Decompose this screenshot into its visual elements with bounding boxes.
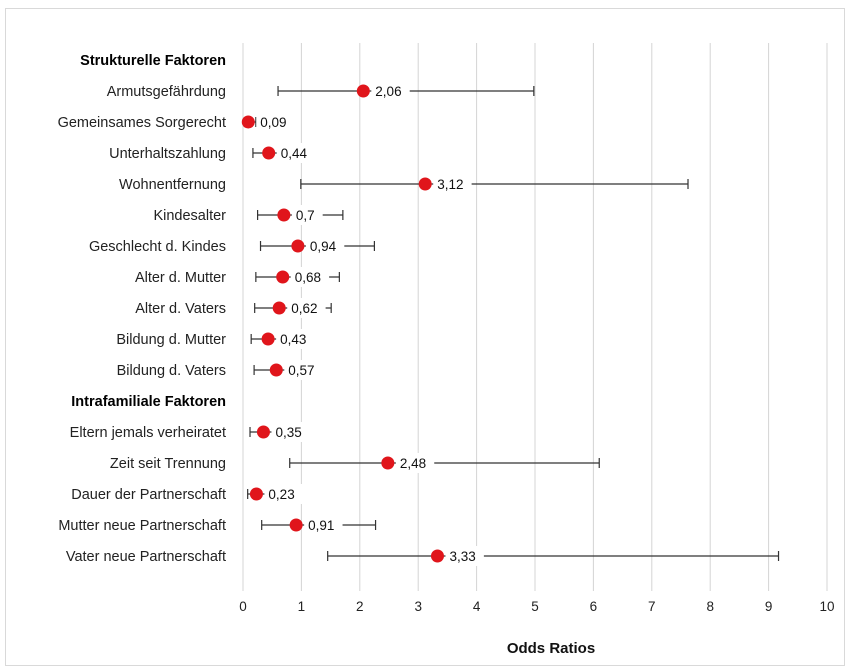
odds-ratio-point bbox=[276, 270, 290, 284]
row-label: Unterhaltszahlung bbox=[109, 146, 226, 162]
data-label: 0,23 bbox=[268, 487, 294, 502]
data-label: 0,35 bbox=[275, 425, 301, 440]
data-label: 0,62 bbox=[291, 301, 317, 316]
x-tick-label: 3 bbox=[414, 599, 422, 614]
data-label: 0,68 bbox=[295, 270, 321, 285]
row-label: Bildung d. Vaters bbox=[117, 363, 226, 379]
data-label: 0,7 bbox=[296, 208, 315, 223]
forest-plot: 0 1 2 3 4 5 6 7 8 9 10 Strukturelle Faktoren Armuts… bbox=[58, 43, 835, 657]
data-label-bg bbox=[395, 453, 435, 473]
row-label: Armutsgefährdung bbox=[107, 84, 226, 100]
data-label: 2,48 bbox=[400, 456, 426, 471]
data-label: 3,33 bbox=[449, 549, 475, 564]
x-tick-label: 9 bbox=[765, 599, 773, 614]
plot-row: Armutsgefährdung 2,06 bbox=[107, 81, 535, 101]
x-tick-label: 7 bbox=[648, 599, 656, 614]
x-tick-label: 4 bbox=[473, 599, 481, 614]
plot-row: Geschlecht d. Kindes 0,94 bbox=[89, 236, 375, 256]
data-label-bg bbox=[371, 81, 410, 101]
plot-row: Eltern jemals verheiratet 0,35 bbox=[70, 422, 310, 442]
data-label: 0,94 bbox=[310, 239, 337, 254]
x-axis-ticks: 0 1 2 3 4 5 6 7 8 9 10 bbox=[239, 599, 834, 614]
data-label-bg bbox=[305, 236, 345, 256]
odds-ratio-point bbox=[289, 518, 303, 532]
odds-ratio-point bbox=[277, 208, 291, 222]
plot-row: Kindesalter 0,7 bbox=[153, 205, 344, 225]
row-label: Dauer der Partnerschaft bbox=[71, 487, 226, 503]
plot-row: Mutter neue Partnerschaft 0,91 bbox=[58, 515, 377, 535]
data-label: 3,12 bbox=[437, 177, 463, 192]
row-label: Alter d. Mutter bbox=[135, 270, 226, 286]
odds-ratio-point bbox=[249, 487, 263, 501]
odds-ratio-point bbox=[418, 177, 432, 191]
odds-ratio-point bbox=[261, 332, 275, 346]
plot-row: Gemeinsames Sorgerecht 0,09 bbox=[58, 112, 295, 132]
data-label-bg bbox=[433, 174, 472, 194]
chart-frame: 0 1 2 3 4 5 6 7 8 9 10 Strukturelle Faktoren Armuts… bbox=[5, 8, 845, 666]
data-label-bg bbox=[304, 515, 343, 535]
row-label: Geschlecht d. Kindes bbox=[89, 239, 226, 255]
odds-ratio-point bbox=[430, 549, 444, 563]
odds-ratio-point bbox=[241, 115, 255, 129]
x-tick-label: 1 bbox=[298, 599, 306, 614]
group-heading: Intrafamiliale Faktoren bbox=[71, 394, 226, 410]
row-label: Bildung d. Mutter bbox=[116, 332, 226, 348]
data-label-bg bbox=[271, 422, 310, 442]
odds-ratio-point bbox=[291, 239, 305, 253]
row-label: Zeit seit Trennung bbox=[110, 456, 226, 472]
data-label-bg bbox=[287, 298, 326, 318]
odds-ratio-point bbox=[256, 425, 270, 439]
plot-row: Dauer der Partnerschaft 0,23 bbox=[71, 484, 303, 504]
data-label-bg bbox=[256, 112, 295, 132]
x-tick-label: 10 bbox=[819, 599, 834, 614]
plot-row: Vater neue Partnerschaft 3,33 bbox=[66, 546, 780, 566]
data-label-bg bbox=[290, 267, 330, 287]
row-label: Wohnentfernung bbox=[119, 177, 226, 193]
x-tick-label: 0 bbox=[239, 599, 247, 614]
row-label: Kindesalter bbox=[153, 208, 226, 224]
row-label: Alter d. Vaters bbox=[135, 301, 226, 317]
odds-ratio-point bbox=[381, 456, 395, 470]
x-tick-label: 2 bbox=[356, 599, 364, 614]
data-label-bg bbox=[276, 329, 315, 349]
odds-ratio-point bbox=[272, 301, 286, 315]
plot-rows: Strukturelle Faktoren Armutsgefährdung 2,0… bbox=[58, 53, 780, 566]
plot-row: Bildung d. Vaters 0,57 bbox=[117, 360, 323, 380]
data-label: 0,91 bbox=[308, 518, 334, 533]
data-label: 2,06 bbox=[375, 84, 401, 99]
odds-ratio-point bbox=[269, 363, 283, 377]
data-label: 0,09 bbox=[260, 115, 286, 130]
plot-row: Bildung d. Mutter 0,43 bbox=[116, 329, 315, 349]
data-label: 0,43 bbox=[280, 332, 306, 347]
data-label-bg bbox=[445, 546, 484, 566]
odds-ratio-point bbox=[356, 84, 370, 98]
data-label-bg bbox=[276, 143, 316, 163]
data-label-bg bbox=[291, 205, 323, 225]
plot-row: Zeit seit Trennung 2,48 bbox=[110, 453, 600, 473]
row-label: Eltern jemals verheiratet bbox=[70, 425, 226, 441]
x-axis-title: Odds Ratios bbox=[507, 640, 595, 657]
data-label: 0,44 bbox=[281, 146, 308, 161]
odds-ratio-point bbox=[262, 146, 276, 160]
gridlines bbox=[242, 43, 828, 591]
x-tick-label: 8 bbox=[706, 599, 714, 614]
data-label-bg bbox=[284, 360, 323, 380]
x-tick-label: 5 bbox=[531, 599, 539, 614]
plot-row: Unterhaltszahlung 0,44 bbox=[109, 143, 316, 163]
row-label: Vater neue Partnerschaft bbox=[66, 549, 226, 565]
x-tick-label: 6 bbox=[590, 599, 598, 614]
row-label: Gemeinsames Sorgerecht bbox=[58, 115, 226, 131]
data-label-bg bbox=[264, 484, 303, 504]
row-label: Mutter neue Partnerschaft bbox=[58, 518, 226, 534]
data-label: 0,57 bbox=[288, 363, 314, 378]
plot-row: Wohnentfernung 3,12 bbox=[119, 174, 689, 194]
group-heading: Strukturelle Faktoren bbox=[80, 53, 226, 69]
plot-row: Alter d. Mutter 0,68 bbox=[135, 267, 340, 287]
plot-row: Alter d. Vaters 0,62 bbox=[135, 298, 332, 318]
